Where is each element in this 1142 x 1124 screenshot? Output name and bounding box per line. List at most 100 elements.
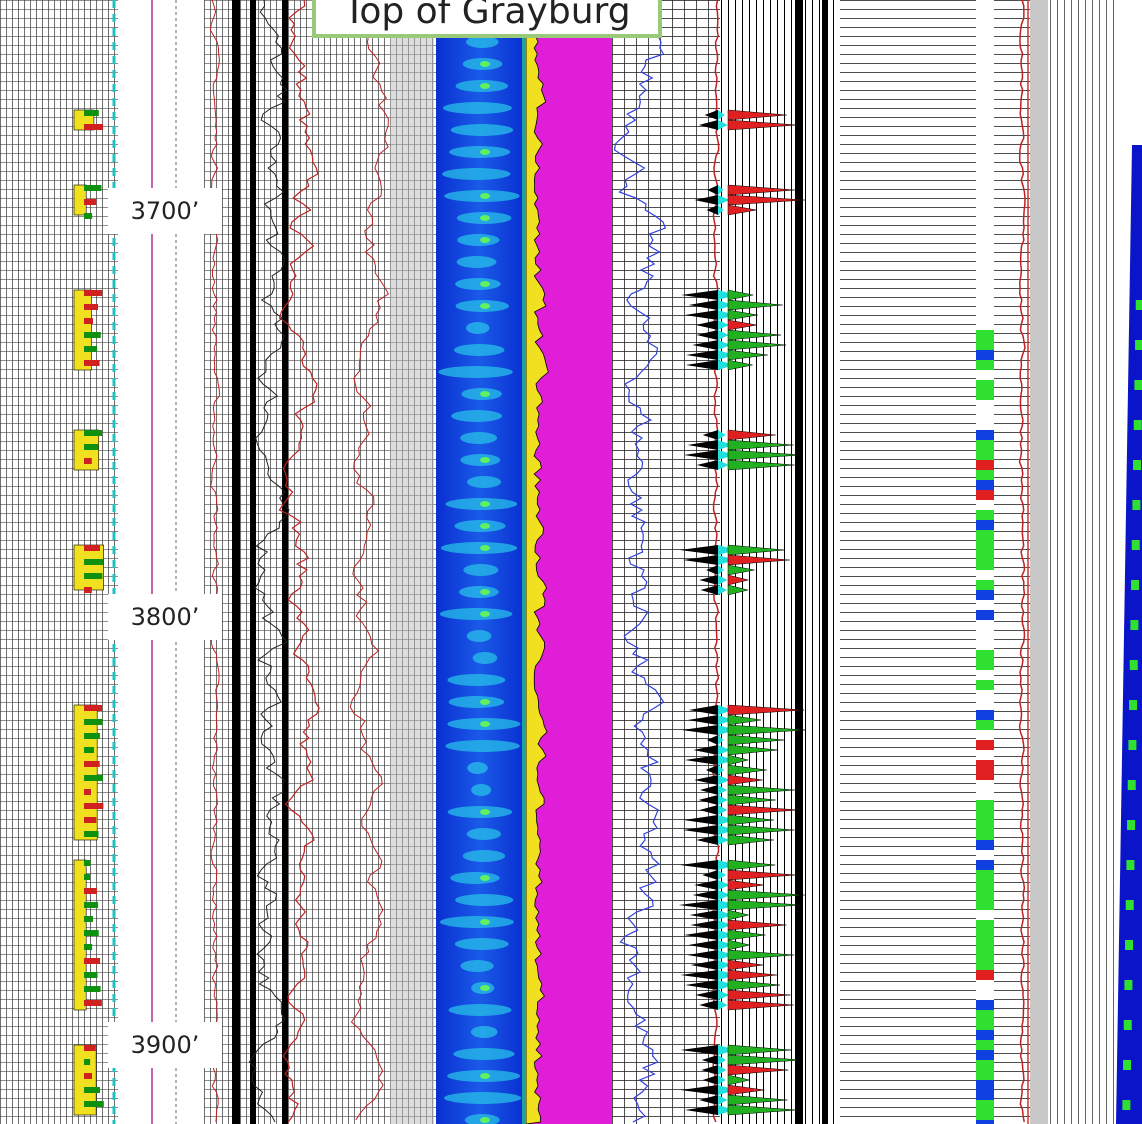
fill-green <box>727 184 796 196</box>
image-blob <box>480 457 490 463</box>
facies <box>976 570 994 580</box>
facies <box>976 620 994 630</box>
facies <box>976 970 994 980</box>
wedge-stripe <box>1125 900 1134 910</box>
title: Top of Grayburg <box>312 0 662 38</box>
fill-green <box>727 1054 803 1066</box>
wedge-stripe <box>1132 500 1141 510</box>
fill-black <box>681 290 718 300</box>
fill-cyan <box>718 440 734 450</box>
pay-flag <box>84 958 101 964</box>
fill-green <box>727 834 774 846</box>
fill-black <box>699 785 718 795</box>
facies <box>976 130 994 140</box>
image-blob <box>457 234 500 246</box>
facies <box>976 200 994 210</box>
fill-black <box>699 805 718 815</box>
wedge <box>1116 145 1142 1124</box>
line <box>822 0 828 1124</box>
wedge-stripe <box>1130 620 1139 630</box>
fill-cyan <box>718 350 734 360</box>
curve <box>278 0 320 1123</box>
curve <box>248 0 290 1123</box>
facies <box>976 430 994 440</box>
wedge-stripe <box>1129 660 1138 670</box>
facies <box>976 370 994 380</box>
fill-black <box>690 960 718 970</box>
facies <box>976 680 994 690</box>
facies <box>976 1050 994 1060</box>
image-blob <box>470 1026 498 1038</box>
facies <box>976 1090 994 1100</box>
image-blob <box>480 501 490 507</box>
pay-flag <box>84 986 101 992</box>
fill-black <box>696 835 718 845</box>
fill-black <box>680 1085 718 1095</box>
pay-flag <box>84 185 102 191</box>
fill-green <box>727 869 797 881</box>
facies <box>976 260 994 270</box>
wedge-stripe <box>1135 340 1142 350</box>
image-blob <box>439 916 514 928</box>
image-blob <box>448 1004 512 1016</box>
fill-black <box>690 920 718 930</box>
pay-flag <box>84 545 100 551</box>
fill-black <box>701 1055 718 1065</box>
pay-flag <box>73 544 104 591</box>
facies <box>976 520 994 530</box>
fill-cyan <box>718 880 730 890</box>
facies <box>976 1080 994 1090</box>
fill-black <box>692 340 718 350</box>
fill-green <box>727 564 755 576</box>
fill-cyan <box>718 310 735 320</box>
pay-flag <box>84 444 99 450</box>
image-blob <box>451 410 503 422</box>
pay-flag <box>84 733 100 739</box>
fill-black <box>685 1105 718 1115</box>
fill-cyan <box>718 705 733 715</box>
facies <box>976 710 994 720</box>
fill-cyan <box>718 545 738 555</box>
image-blob <box>472 652 498 664</box>
facies <box>976 350 994 360</box>
image-blob <box>454 938 509 950</box>
facies <box>976 630 994 640</box>
pay-flag <box>84 304 99 310</box>
fill-black <box>688 940 718 950</box>
pay-flag <box>84 972 98 978</box>
fill-green <box>727 339 787 351</box>
image-blob <box>456 256 497 268</box>
fill-green <box>727 459 795 471</box>
image-blob <box>480 985 490 991</box>
facies <box>976 110 994 120</box>
curve <box>349 0 390 1121</box>
fill-black <box>683 815 718 825</box>
facies <box>976 750 994 760</box>
fill-black <box>705 765 718 775</box>
pay-flag <box>84 1045 96 1051</box>
image-blob <box>448 696 505 708</box>
pay-flag <box>84 458 92 464</box>
facies <box>976 460 994 470</box>
fill-black <box>680 1045 718 1055</box>
fill-cyan <box>718 205 724 215</box>
fill-cyan <box>718 745 731 755</box>
facies <box>976 1000 994 1010</box>
fill-green <box>727 309 758 321</box>
fill-cyan <box>718 970 737 980</box>
pay-flag <box>84 559 104 565</box>
fill-black <box>699 1000 718 1010</box>
fill-black <box>706 205 718 215</box>
fill-green <box>727 1064 789 1076</box>
curve-band <box>522 0 526 1124</box>
fill-cyan <box>718 460 729 470</box>
fill-black <box>682 825 718 835</box>
image-blob <box>460 432 498 444</box>
fill-cyan <box>718 195 730 205</box>
image-blob <box>466 630 492 642</box>
facies <box>976 230 994 240</box>
pay-flag <box>84 916 93 922</box>
fill-black <box>687 950 718 960</box>
wedge-stripe <box>1123 1060 1132 1070</box>
